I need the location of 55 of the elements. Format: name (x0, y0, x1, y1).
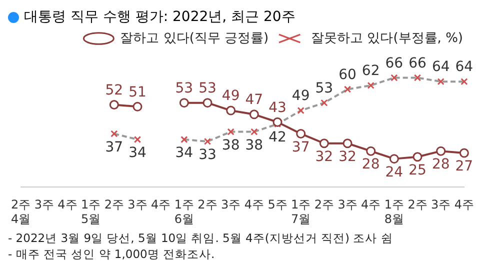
x-tick-label: 1주 6월 (174, 198, 194, 226)
data-label: 64 (455, 59, 474, 76)
data-label: 52 (105, 82, 124, 98)
data-label: 49 (222, 88, 240, 104)
legend-label: 잘하고 있다(직무 긍정률) (120, 30, 269, 46)
data-label: 38 (222, 137, 240, 154)
text: - 매주 전국 성인 약 1,000명 전화조사. (8, 246, 216, 262)
text: - 2022년 3월 9일 당선, 5월 10일 취임. 5월 4주(지방선거 직전) 조사 쉼 (8, 230, 394, 246)
data-label: 32 (338, 149, 356, 166)
data-label: 25 (408, 162, 426, 179)
data-label: 33 (198, 147, 216, 164)
x-tick-label: 3주 (431, 198, 451, 212)
x-tick-label: 1주 8월 (384, 198, 404, 226)
data-label: 37 (292, 139, 310, 156)
data-label: 28 (362, 156, 380, 173)
data-label: 28 (432, 156, 450, 173)
x-tick-label: 3주 (221, 198, 241, 212)
data-label: 38 (245, 137, 264, 154)
data-label: 53 (198, 80, 216, 96)
data-label: 62 (362, 63, 380, 80)
data-label: 49 (292, 88, 310, 104)
x-tick-label: 4주 (361, 198, 381, 212)
x-tick-label: 3주 (338, 198, 358, 212)
chart-title: 대통령 직무 수행 평가: 2022년, 최근 20주 (24, 8, 296, 26)
x-tick-label: 2주 (104, 198, 124, 212)
data-label: 66 (408, 55, 427, 72)
x-tick-label: 3주 (34, 198, 54, 212)
data-label: 27 (455, 158, 474, 175)
data-label: 66 (385, 55, 404, 72)
data-label: 43 (268, 100, 286, 116)
data-label: 51 (128, 84, 146, 100)
legend-label: 잘못하고 있다(부정률, %) (311, 30, 464, 46)
data-label: 53 (175, 80, 194, 96)
data-label: 47 (245, 92, 264, 108)
data-label: 42 (268, 130, 286, 146)
x-tick-label: 2주 (408, 198, 428, 212)
x-tick-label: 4주 (244, 198, 264, 212)
x-tick-label: 2주 (314, 198, 334, 212)
x-tick-label: 4주 (58, 198, 78, 212)
data-label: 60 (338, 66, 356, 83)
data-label: 37 (105, 139, 124, 156)
x-tick-label: 5주 (268, 198, 288, 212)
x-tick-label: 2주 (198, 198, 218, 212)
x-tick-label: 2주 4월 (10, 198, 31, 226)
data-label: 24 (385, 164, 404, 180)
x-tick-label: 1주 7월 (291, 198, 311, 226)
x-tick-label: 1주 5월 (81, 198, 101, 226)
x-tick-label: 3주 (128, 198, 148, 212)
data-label: 34 (175, 145, 194, 162)
data-label: 64 (432, 59, 450, 76)
data-label: 32 (315, 149, 334, 166)
data-label: 53 (315, 80, 334, 96)
x-tick-label: 4주 (151, 198, 171, 212)
data-label: 34 (128, 145, 146, 162)
x-tick-label: 4주 (454, 198, 474, 212)
